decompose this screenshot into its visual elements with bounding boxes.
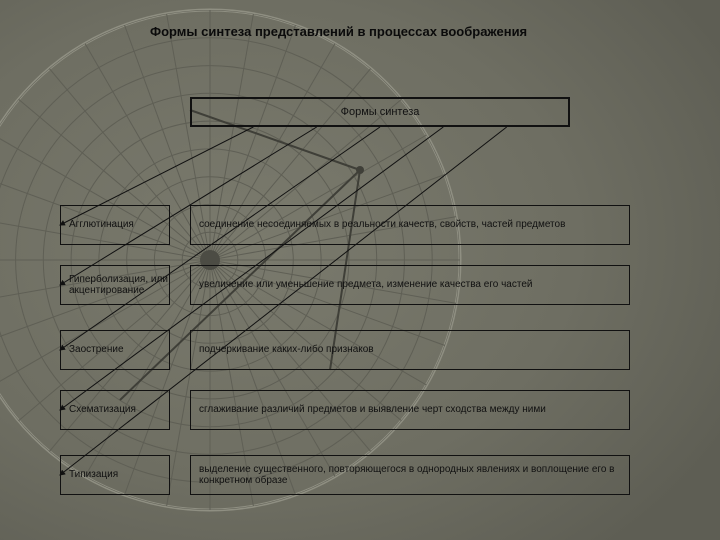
term-box: Заострение	[60, 330, 170, 370]
term-box: Агглютинация	[60, 205, 170, 245]
root-box-label: Формы синтеза	[341, 106, 420, 118]
term-label: Типизация	[69, 469, 118, 481]
desc-label: подчеркивание каких-либо признаков	[199, 344, 374, 356]
desc-label: соединение несоединяемых в реальности ка…	[199, 219, 565, 231]
desc-box: соединение несоединяемых в реальности ка…	[190, 205, 630, 245]
desc-box: выделение существенного, повторяющегося …	[190, 455, 630, 495]
term-box: Типизация	[60, 455, 170, 495]
term-label: Заострение	[69, 344, 124, 356]
term-box: Схематизация	[60, 390, 170, 430]
desc-box: увеличение или уменьшение предмета, изме…	[190, 265, 630, 305]
term-label: Агглютинация	[69, 219, 134, 231]
slide-canvas: Формы синтеза представлений в процессах …	[0, 0, 720, 540]
desc-label: увеличение или уменьшение предмета, изме…	[199, 279, 532, 291]
term-box: Гиперболизация, или акцентирование	[60, 265, 170, 305]
root-box: Формы синтеза	[190, 97, 570, 127]
slide-title: Формы синтеза представлений в процессах …	[150, 24, 527, 39]
desc-box: подчеркивание каких-либо признаков	[190, 330, 630, 370]
desc-label: выделение существенного, повторяющегося …	[199, 464, 621, 487]
term-label: Схематизация	[69, 404, 136, 416]
desc-box: сглаживание различий предметов и выявлен…	[190, 390, 630, 430]
desc-label: сглаживание различий предметов и выявлен…	[199, 404, 546, 416]
content-layer: Формы синтеза представлений в процессах …	[0, 0, 720, 540]
term-label: Гиперболизация, или акцентирование	[69, 274, 169, 297]
